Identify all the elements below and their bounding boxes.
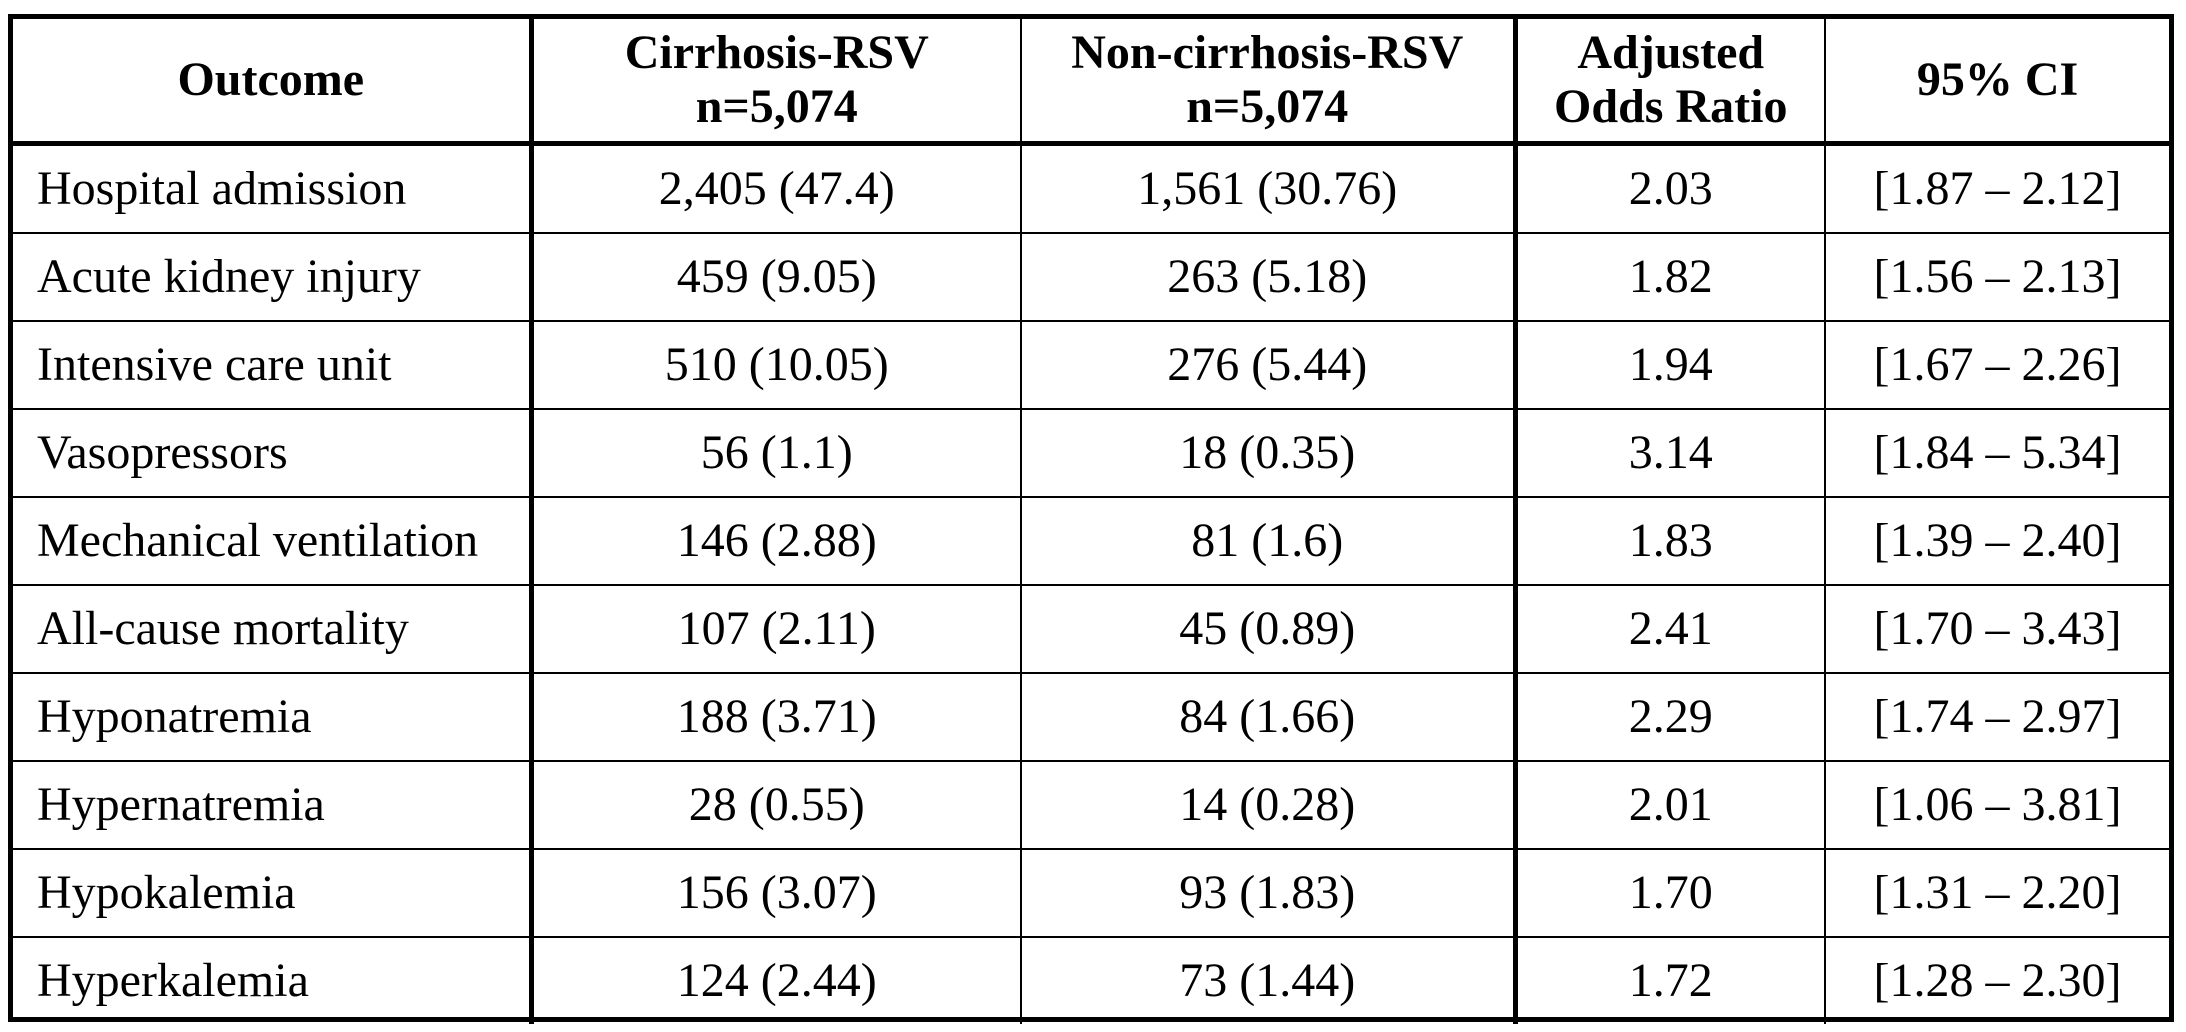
table-row: Hypernatremia 28 (0.55) 14 (0.28) 2.01 [1.06… <box>13 760 2169 850</box>
cell-outcome: Hyperkalemia <box>13 936 534 1024</box>
cell-adjusted-odds-ratio: 1.70 <box>1514 848 1826 938</box>
table-row: Intensive care unit 510 (10.05) 276 (5.44)… <box>13 320 2169 410</box>
cell-adjusted-odds-ratio: 2.29 <box>1514 672 1826 762</box>
cell-noncirrhosis: 14 (0.28) <box>1020 760 1518 850</box>
cell-cirrhosis: 156 (3.07) <box>530 848 1022 938</box>
table-row: All-cause mortality 107 (2.11) 45 (0.89) 2.… <box>13 584 2169 674</box>
cell-noncirrhosis: 276 (5.44) <box>1020 320 1518 410</box>
cell-outcome: Hospital admission <box>13 142 534 234</box>
cell-outcome: Vasopressors <box>13 408 534 498</box>
cell-95-ci: [1.28 – 2.30] <box>1824 936 2169 1024</box>
cell-cirrhosis: 107 (2.11) <box>530 584 1022 674</box>
cell-adjusted-odds-ratio: 3.14 <box>1514 408 1826 498</box>
cell-noncirrhosis: 93 (1.83) <box>1020 848 1518 938</box>
cell-outcome: Hypokalemia <box>13 848 534 938</box>
header-cirrhosis-n: n=5,074 <box>695 80 858 133</box>
cell-95-ci: [1.39 – 2.40] <box>1824 496 2169 586</box>
cell-cirrhosis: 146 (2.88) <box>530 496 1022 586</box>
cell-adjusted-odds-ratio: 1.94 <box>1514 320 1826 410</box>
cell-outcome: Hyponatremia <box>13 672 534 762</box>
cell-noncirrhosis: 1,561 (30.76) <box>1020 142 1518 234</box>
cell-adjusted-odds-ratio: 1.83 <box>1514 496 1826 586</box>
cell-outcome: Acute kidney injury <box>13 232 534 322</box>
cell-cirrhosis: 2,405 (47.4) <box>530 142 1022 234</box>
cell-adjusted-odds-ratio: 2.01 <box>1514 760 1826 850</box>
cell-outcome: Hypernatremia <box>13 760 534 850</box>
outcomes-table: Outcome Cirrhosis-RSV n=5,074 Non-cirrho… <box>13 19 2169 1024</box>
outcomes-table-frame: Outcome Cirrhosis-RSV n=5,074 Non-cirrho… <box>8 14 2174 1024</box>
cell-95-ci: [1.70 – 3.43] <box>1824 584 2169 674</box>
cell-noncirrhosis: 84 (1.66) <box>1020 672 1518 762</box>
table-row: Hyperkalemia 124 (2.44) 73 (1.44) 1.72 [1.28… <box>13 936 2169 1024</box>
cell-noncirrhosis: 73 (1.44) <box>1020 936 1518 1024</box>
cell-cirrhosis: 188 (3.71) <box>530 672 1022 762</box>
cell-95-ci: [1.84 – 5.34] <box>1824 408 2169 498</box>
table-row: Acute kidney injury 459 (9.05) 263 (5.18) 1… <box>13 232 2169 322</box>
cell-cirrhosis: 56 (1.1) <box>530 408 1022 498</box>
cell-outcome: Intensive care unit <box>13 320 534 410</box>
cell-95-ci: [1.06 – 3.81] <box>1824 760 2169 850</box>
header-noncirrhosis: Non-cirrhosis-RSV n=5,074 <box>1020 19 1518 146</box>
table-row: Vasopressors 56 (1.1) 18 (0.35) 3.14 [1.84 –… <box>13 408 2169 498</box>
table-body: Hospital admission 2,405 (47.4) 1,561 (30.… <box>13 142 2169 1024</box>
cell-adjusted-odds-ratio: 1.72 <box>1514 936 1826 1024</box>
cell-95-ci: [1.56 – 2.13] <box>1824 232 2169 322</box>
cell-adjusted-odds-ratio: 1.82 <box>1514 232 1826 322</box>
header-adjusted-odds-ratio: Adjusted Odds Ratio <box>1514 19 1826 146</box>
cell-95-ci: [1.67 – 2.26] <box>1824 320 2169 410</box>
cell-noncirrhosis: 18 (0.35) <box>1020 408 1518 498</box>
cell-cirrhosis: 28 (0.55) <box>530 760 1022 850</box>
cell-outcome: All-cause mortality <box>13 584 534 674</box>
cell-adjusted-odds-ratio: 2.41 <box>1514 584 1826 674</box>
cell-cirrhosis: 124 (2.44) <box>530 936 1022 1024</box>
cell-outcome: Mechanical ventilation <box>13 496 534 586</box>
cell-95-ci: [1.74 – 2.97] <box>1824 672 2169 762</box>
cell-cirrhosis: 510 (10.05) <box>530 320 1022 410</box>
cell-95-ci: [1.31 – 2.20] <box>1824 848 2169 938</box>
table-row: Hyponatremia 188 (3.71) 84 (1.66) 2.29 [1.74… <box>13 672 2169 762</box>
header-outcome: Outcome <box>13 19 534 146</box>
table-row: Mechanical ventilation 146 (2.88) 81 (1.6)… <box>13 496 2169 586</box>
header-95-ci: 95% CI <box>1824 19 2169 146</box>
header-cirrhosis-title: Cirrhosis-RSV <box>624 26 929 79</box>
cell-cirrhosis: 459 (9.05) <box>530 232 1022 322</box>
table-row: Hypokalemia 156 (3.07) 93 (1.83) 1.70 [1.31 … <box>13 848 2169 938</box>
cell-95-ci: [1.87 – 2.12] <box>1824 142 2169 234</box>
cell-noncirrhosis: 45 (0.89) <box>1020 584 1518 674</box>
header-row: Outcome Cirrhosis-RSV n=5,074 Non-cirrho… <box>13 19 2169 146</box>
cell-noncirrhosis: 81 (1.6) <box>1020 496 1518 586</box>
cell-noncirrhosis: 263 (5.18) <box>1020 232 1518 322</box>
header-noncirrhosis-title: Non-cirrhosis-RSV <box>1071 26 1464 79</box>
header-noncirrhosis-n: n=5,074 <box>1186 80 1349 133</box>
cell-adjusted-odds-ratio: 2.03 <box>1514 142 1826 234</box>
header-cirrhosis: Cirrhosis-RSV n=5,074 <box>530 19 1022 146</box>
table-row: Hospital admission 2,405 (47.4) 1,561 (30.… <box>13 142 2169 234</box>
